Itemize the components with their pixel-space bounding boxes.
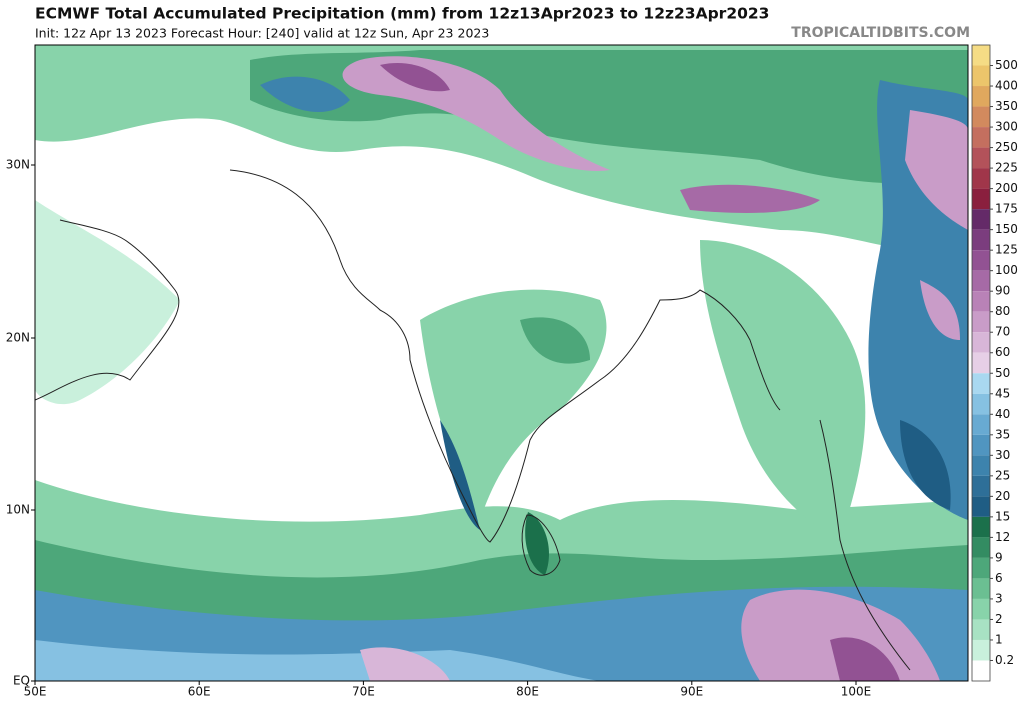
colorbar-swatch — [972, 311, 990, 333]
colorbar-label: 1 — [995, 632, 1003, 646]
colorbar-swatch — [972, 332, 990, 353]
colorbar-label: 250 — [995, 140, 1018, 154]
lat-label: 30N — [6, 158, 30, 172]
colorbar-swatch — [972, 229, 990, 251]
precip-area — [741, 589, 940, 681]
colorbar-label: 9 — [995, 550, 1003, 564]
colorbar-label: 300 — [995, 120, 1018, 134]
lon-label: 60E — [188, 685, 211, 699]
colorbar-label: 50 — [995, 366, 1010, 380]
colorbar-swatch — [972, 373, 990, 394]
colorbar-label: 125 — [995, 243, 1018, 257]
colorbar-swatch — [972, 65, 990, 87]
precip-area — [35, 200, 180, 405]
colorbar-frame — [971, 44, 991, 682]
colorbar-swatch — [972, 250, 990, 271]
precip-area — [920, 280, 960, 340]
colorbar-label: 350 — [995, 99, 1018, 113]
colorbar-swatch — [972, 455, 990, 476]
colorbar-swatch — [972, 147, 990, 169]
precip-area — [260, 76, 350, 112]
colorbar-swatch — [972, 291, 990, 312]
colorbar-label: 6 — [995, 571, 1003, 585]
colorbar-swatch — [972, 557, 990, 579]
colorbar-swatch — [972, 434, 990, 456]
lat-label: 20N — [6, 331, 30, 345]
colorbar-label: 45 — [995, 386, 1010, 400]
precip-area — [35, 640, 600, 681]
precip-area — [440, 420, 480, 530]
colorbar-swatch — [972, 209, 990, 230]
precip-area — [830, 637, 900, 681]
credit: TROPICALTIDBITS.COM — [791, 25, 970, 41]
lat-label: EQ — [13, 674, 30, 688]
colorbar: 5004003503002502252001751501251009080706… — [971, 44, 1018, 682]
colorbar-swatch — [972, 45, 990, 66]
precip-area — [680, 184, 820, 213]
colorbar-swatch — [972, 578, 990, 599]
colorbar-label: 400 — [995, 79, 1018, 93]
colorbar-swatch — [972, 619, 990, 640]
colorbar-label: 12 — [995, 530, 1010, 544]
precip-area — [905, 110, 968, 230]
colorbar-label: 100 — [995, 263, 1018, 277]
precip-area — [520, 317, 590, 364]
precip-area — [900, 420, 951, 510]
colorbar-swatch — [972, 598, 990, 620]
colorbar-label: 175 — [995, 202, 1018, 216]
lon-label: 80E — [516, 685, 539, 699]
colorbar-label: 25 — [995, 468, 1010, 482]
colorbar-swatch — [972, 475, 990, 497]
title: ECMWF Total Accumulated Precipitation (m… — [35, 5, 769, 23]
lon-label: 50E — [24, 685, 47, 699]
lon-label: 100E — [841, 685, 872, 699]
colorbar-label: 90 — [995, 284, 1010, 298]
lon-label: 70E — [352, 685, 375, 699]
colorbar-swatch — [972, 414, 990, 435]
map — [34, 44, 969, 682]
colorbar-swatch — [972, 106, 990, 128]
colorbar-swatch — [972, 127, 990, 148]
lon-label: 90E — [680, 685, 703, 699]
colorbar-label: 200 — [995, 181, 1018, 195]
colorbar-swatch — [972, 270, 990, 292]
colorbar-swatch — [972, 86, 990, 107]
precip-area — [360, 647, 450, 681]
colorbar-swatch — [972, 188, 990, 210]
colorbar-label: 20 — [995, 489, 1010, 503]
colorbar-label: 15 — [995, 509, 1010, 523]
colorbar-label: 500 — [995, 58, 1018, 72]
colorbar-swatch — [972, 639, 990, 661]
colorbar-swatch — [972, 537, 990, 558]
coastlines — [35, 169, 911, 671]
colorbar-label: 0.2 — [995, 653, 1014, 667]
colorbar-label: 2 — [995, 612, 1003, 626]
subtitle: Init: 12z Apr 13 2023 Forecast Hour: [24… — [35, 26, 489, 41]
precip-area — [525, 512, 549, 575]
colorbar-label: 60 — [995, 345, 1010, 359]
colorbar-swatch — [972, 516, 990, 538]
colorbar-swatch — [972, 352, 990, 374]
colorbar-label: 225 — [995, 161, 1018, 175]
colorbar-swatch — [972, 168, 990, 189]
colorbar-label: 150 — [995, 222, 1018, 236]
colorbar-swatch — [972, 660, 990, 681]
map-frame — [34, 44, 969, 682]
colorbar-label: 3 — [995, 591, 1003, 605]
colorbar-label: 30 — [995, 448, 1010, 462]
colorbar-label: 40 — [995, 407, 1010, 421]
colorbar-swatch — [972, 393, 990, 415]
colorbar-label: 35 — [995, 427, 1010, 441]
precip-area — [380, 62, 450, 92]
colorbar-label: 80 — [995, 304, 1010, 318]
precip-area — [342, 56, 610, 171]
colorbar-label: 70 — [995, 325, 1010, 339]
lat-label: 10N — [6, 503, 30, 517]
colorbar-swatch — [972, 496, 990, 517]
precip-area — [700, 240, 866, 540]
